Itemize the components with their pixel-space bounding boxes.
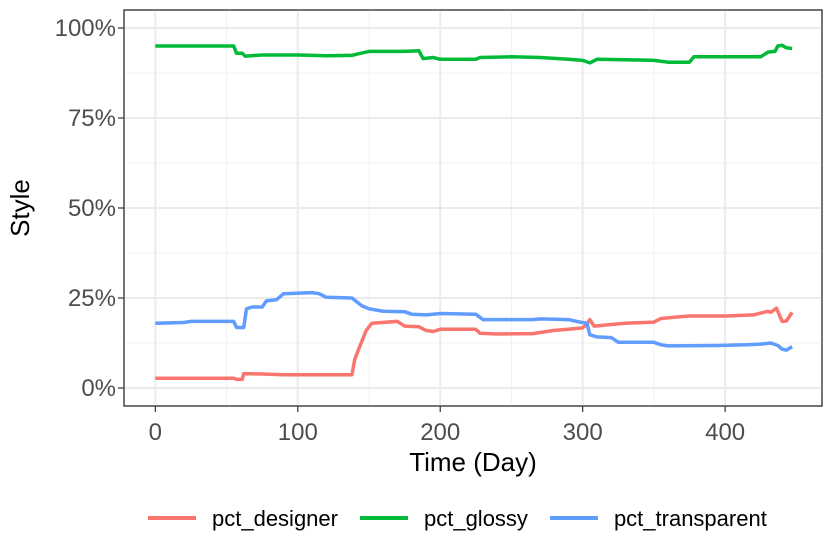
x-axis: 0 100 200 300 400 [149, 406, 745, 446]
legend-item-pct-designer: pct_designer [148, 506, 338, 531]
series-line-pct-designer [155, 306, 794, 382]
legend-label: pct_glossy [424, 506, 528, 531]
x-tick-label: 200 [420, 419, 460, 446]
series-line-pct-glossy [155, 43, 793, 65]
major-gridlines [124, 10, 822, 406]
x-tick-label: 0 [149, 419, 162, 446]
legend: pct_designer pct_glossy pct_transparent [148, 506, 767, 531]
x-axis-title: Time (Day) [409, 447, 537, 477]
legend-item-pct-glossy: pct_glossy [359, 506, 528, 531]
x-tick-label: 100 [278, 419, 318, 446]
series-line-pct-transparent [155, 290, 794, 352]
y-tick-label: 0% [81, 375, 116, 402]
legend-label: pct_transparent [614, 506, 767, 531]
y-axis: 0% 25% 50% 75% 100% [55, 15, 124, 402]
y-tick-label: 100% [55, 15, 116, 42]
y-tick-label: 25% [68, 285, 116, 312]
legend-label: pct_designer [212, 506, 338, 531]
x-tick-label: 300 [563, 419, 603, 446]
y-axis-title: Style [5, 179, 35, 237]
legend-item-pct-transparent: pct_transparent [549, 506, 767, 531]
y-tick-label: 50% [68, 195, 116, 222]
series-lines [155, 43, 794, 382]
x-tick-label: 400 [705, 419, 745, 446]
minor-gridlines [124, 10, 822, 406]
y-tick-label: 75% [68, 105, 116, 132]
